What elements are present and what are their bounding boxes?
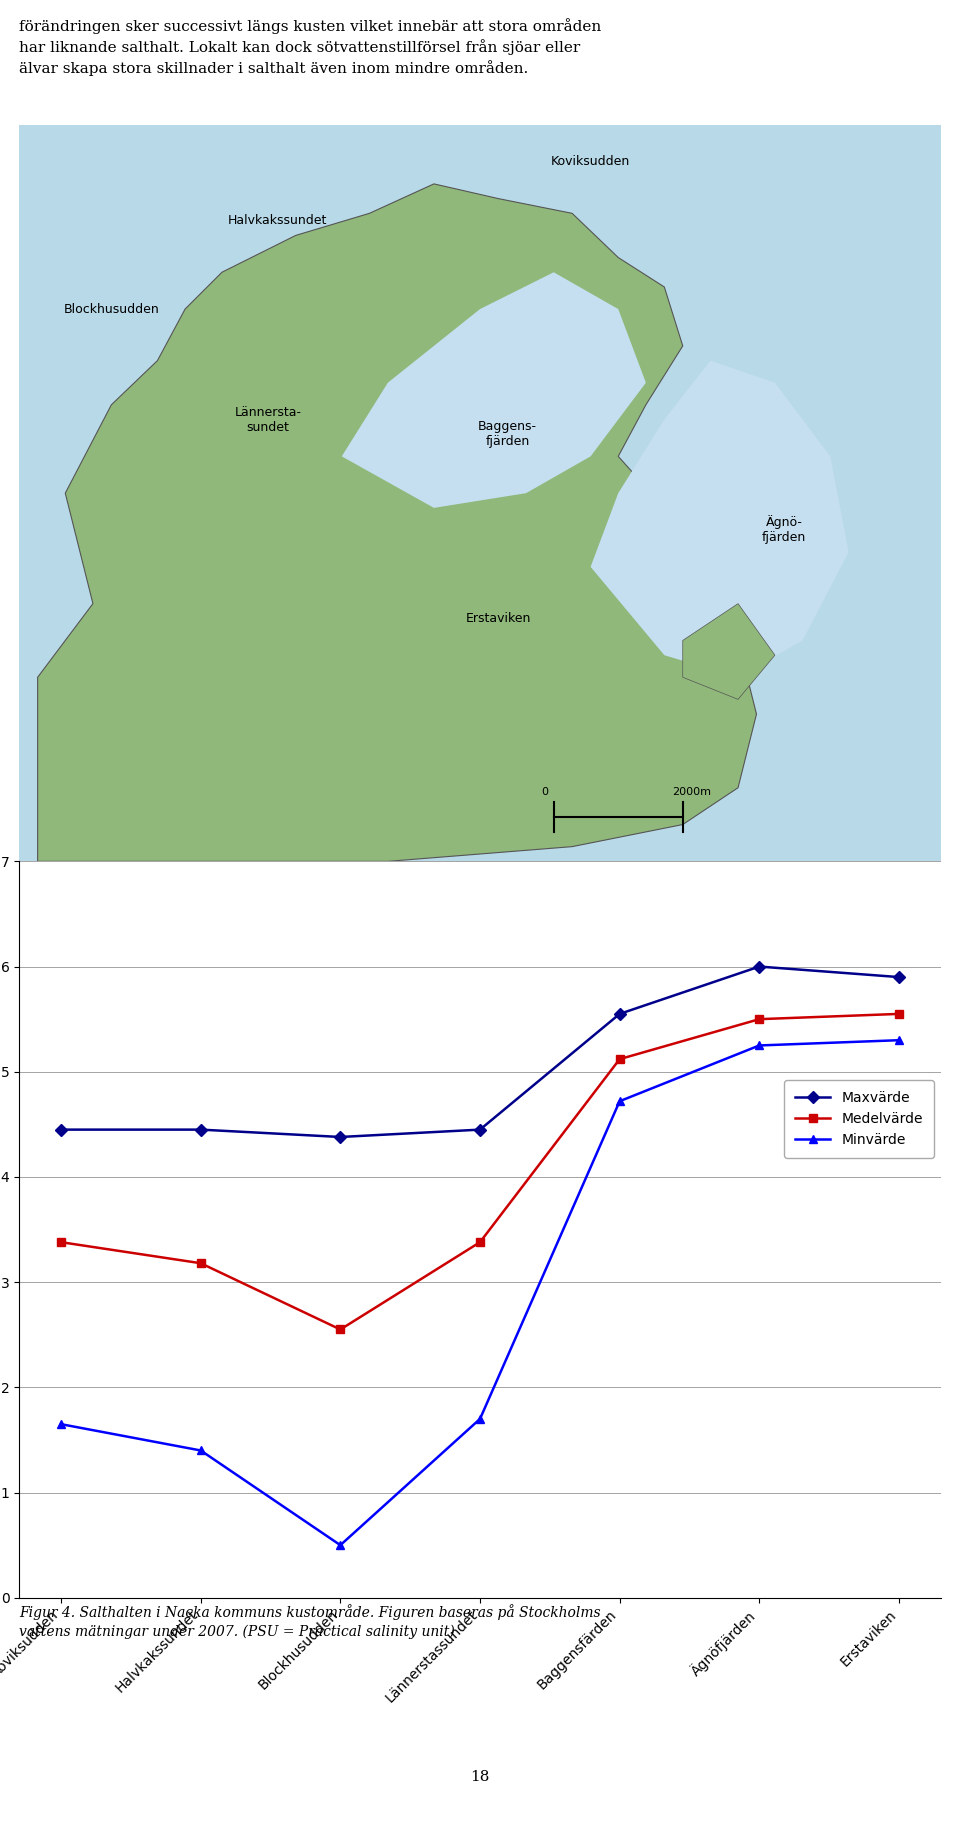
Minvärde (613, 1091, 625, 1113)
Polygon shape (37, 184, 756, 861)
Text: 2000m: 2000m (672, 787, 711, 796)
Line: Maxvärde: Maxvärde (57, 962, 903, 1142)
Maxvärde (613, 1002, 625, 1024)
Minvärde (195, 1440, 206, 1462)
Maxvärde (195, 1118, 206, 1140)
Text: Koviksudden: Koviksudden (551, 154, 630, 169)
Polygon shape (590, 360, 849, 677)
Medelvärde (335, 1319, 347, 1341)
Maxvärde (474, 1118, 486, 1140)
Polygon shape (342, 272, 646, 508)
Text: Halvkakssundet: Halvkakssundet (228, 213, 327, 228)
Medelvärde (613, 1048, 625, 1070)
Maxvärde (56, 1118, 67, 1140)
Medelvärde (56, 1230, 67, 1252)
Medelvärde (474, 1230, 486, 1252)
Medelvärde (195, 1252, 206, 1274)
Polygon shape (19, 125, 941, 861)
Minvärde (335, 1534, 347, 1556)
Minvärde (893, 1030, 904, 1052)
Text: 18: 18 (470, 1769, 490, 1784)
Legend: Maxvärde, Medelvärde, Minvärde: Maxvärde, Medelvärde, Minvärde (784, 1079, 934, 1159)
Text: förändringen sker successivt längs kusten vilket innebär att stora områden
har l: förändringen sker successivt längs kuste… (19, 18, 602, 75)
Text: Lännersta-
sundet: Lännersta- sundet (234, 406, 301, 434)
Text: Blockhusudden: Blockhusudden (63, 303, 159, 316)
Minvärde (754, 1034, 765, 1056)
Text: Ägnö-
fjärden: Ägnö- fjärden (762, 515, 806, 544)
Line: Minvärde: Minvärde (57, 1035, 903, 1548)
Medelvärde (893, 1002, 904, 1024)
Medelvärde (754, 1008, 765, 1030)
Text: Figur 4. Salthalten i Nacka kommuns kustområde. Figuren baseras på Stockholms
va: Figur 4. Salthalten i Nacka kommuns kust… (19, 1605, 601, 1639)
Minvärde (474, 1409, 486, 1431)
Text: 0: 0 (541, 787, 548, 796)
Text: Erstaviken: Erstaviken (466, 612, 531, 625)
Maxvärde (754, 956, 765, 978)
Maxvärde (335, 1125, 347, 1148)
Minvärde (56, 1412, 67, 1434)
Maxvärde (893, 965, 904, 988)
Polygon shape (683, 603, 775, 699)
Text: Baggens-
fjärden: Baggens- fjärden (478, 421, 538, 449)
Line: Medelvärde: Medelvärde (57, 1010, 903, 1333)
